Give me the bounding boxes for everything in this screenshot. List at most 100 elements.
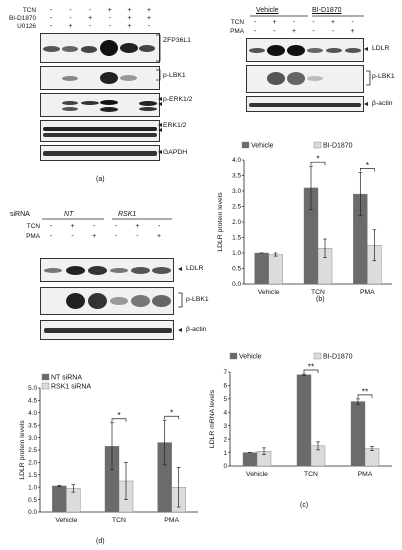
legend-swatch [241,141,250,149]
y-tick-label: 1.0 [232,250,241,257]
treatment-sign: + [350,28,355,35]
y-axis-label: LDLR mRNA levels [209,389,216,448]
y-tick-label: 0.0 [232,281,241,288]
row-label-pma-d: PMA [26,233,40,240]
x-tick-label: TCN [304,471,318,478]
y-axis-label: LDLR protein levels [217,192,224,252]
treatment-sign: + [88,15,93,22]
x-tick-label: TCN [311,289,325,296]
y-tick-label: 3.5 [28,422,37,429]
row-label-tcn-d: TCN [26,223,40,230]
legend-label: BI-D1870 [323,354,353,361]
treatment-sign: - [312,28,315,35]
bar [268,254,283,285]
blot-label-actin-b: β-actin [372,100,393,107]
x-tick-label: TCN [112,517,126,524]
treatment-sign: - [253,28,257,35]
panel-a-marks [156,34,162,154]
treatment-sign: - [69,15,72,22]
treatment-sign: + [107,7,112,14]
panel-label-b: (b) [316,296,325,303]
blot-label-p-erk: p-ERK1/2 [163,96,193,103]
significance-star: ** [362,386,369,396]
x-tick-label: PMA [164,517,179,524]
significance-star: * [117,410,121,420]
treatment-sign: - [331,28,335,35]
y-tick-label: 2.0 [28,460,37,467]
y-tick-label: 1.5 [232,235,241,242]
y-tick-label: 0 [223,463,227,470]
significance-star: ** [308,362,315,372]
significance-bracket [111,418,127,422]
y-tick-label: 3 [223,423,227,430]
legend-label: BI-D1870 [323,143,353,150]
treatment-sign: - [351,19,354,26]
significance-star: * [170,408,174,418]
treatment-sign: - [49,223,53,230]
x-tick-label: PMA [358,471,373,478]
x-tick-label: Vehicle [246,471,268,478]
y-tick-label: 0.5 [232,266,241,273]
bar [364,448,380,467]
blot-ldlr-b [246,38,364,62]
blot-label-erk: ERK1/2 [163,122,187,129]
blot-zfp36l1 [40,33,160,63]
blot-label-p-lbk1-d: p-LBK1 [186,296,209,303]
significance-bracket [310,161,326,166]
blot-p-lbk1-a [40,66,160,90]
legend-swatch [313,352,322,360]
blot-ldlr-d [40,258,174,282]
blot-p-lbk1-b [246,65,364,93]
treatment-sign: - [89,23,92,30]
panel-b-marks [250,15,371,106]
row-label-bi-d1870: BI-D1870 [9,15,36,22]
bar [350,401,366,467]
y-tick-label: 5.0 [28,385,37,392]
treatment-sign: + [68,23,73,30]
blot-label-zfp36l1: ZFP36L1 [163,37,191,44]
treatment-sign: - [49,15,53,22]
treatment-sign: - [157,223,161,230]
panel-label-d: (d) [96,538,105,545]
legend-label: Vehicle [251,143,274,150]
group-label-vehicle: Vehicle [256,7,279,14]
blot-label-p-lbk1-b: p-LBK1 [372,73,395,80]
sirna-label: siRNA [10,211,30,218]
treatment-sign: + [92,233,97,240]
y-tick-label: 2.5 [232,204,241,211]
treatment-sign: + [156,233,162,240]
significance-bracket [164,415,180,420]
y-tick-label: 0.0 [28,509,37,516]
significance-star: * [316,154,320,164]
legend-swatch [41,382,50,390]
chart-c: 0 1 2 3 4 5 6 7 LDLR mRNA levels Vehicle TCN ** PMA *… [209,352,392,478]
treatment-sign: + [127,23,132,30]
y-tick-label: 4.0 [232,157,241,164]
blot-erk [40,120,160,142]
treatment-sign: - [136,233,139,240]
significance-bracket [357,394,373,398]
treatment-sign: - [292,19,296,26]
significance-bracket [303,369,319,374]
y-tick-label: 6 [223,383,227,390]
chart-b: 0.0 0.5 1.0 1.5 2.0 2.5 3.0 3.5 4.0 LDLR protein … [217,141,392,296]
treatment-sign: + [135,223,140,230]
blot-label-ldlr-b: LDLR [372,45,390,52]
bar [254,252,269,285]
treatment-sign: - [253,19,257,26]
chart-d: 0.0 0.5 1.0 1.5 2.0 2.5 3.0 3.5 4.0 4.5 5.0 LDLR pr… [19,373,198,524]
y-tick-label: 1 [223,450,227,457]
treatment-sign: + [70,223,75,230]
treatment-sign: + [146,15,152,22]
blot-p-lbk1-d [40,287,174,315]
significance-bracket [359,168,375,172]
blot-gapdh [40,145,160,161]
legend-label: NT siRNA [51,375,82,382]
bar [242,452,258,467]
row-label-tcn: TCN [22,7,36,14]
y-tick-label: 4.0 [28,410,37,417]
legend-swatch [41,373,50,381]
treatment-sign: - [114,233,117,240]
treatment-sign: - [114,223,117,230]
y-axis-label: LDLR protein levels [19,420,26,480]
